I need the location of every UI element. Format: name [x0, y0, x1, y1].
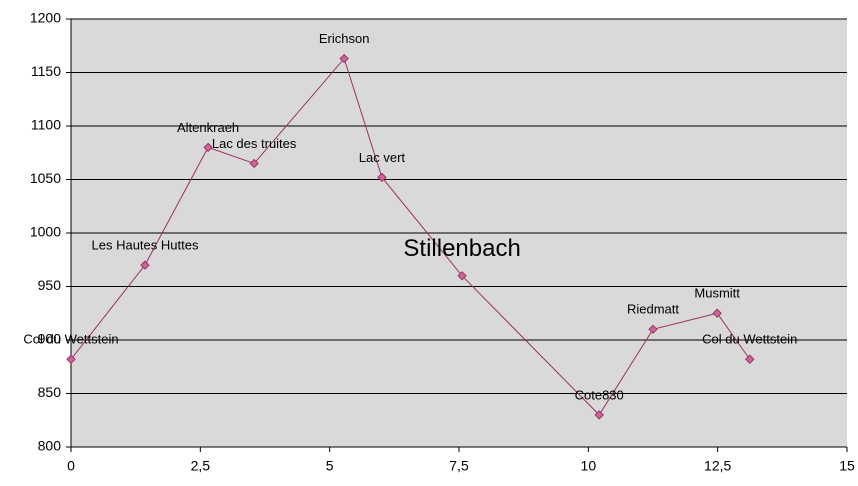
- point-label: Erichson: [319, 31, 370, 46]
- y-tick-label: 1150: [31, 63, 61, 79]
- point-label: Les Hautes Huttes: [92, 238, 199, 253]
- y-tick-label: 1000: [30, 224, 61, 240]
- y-tick-label: 1200: [30, 10, 61, 26]
- y-tick-label: 800: [38, 438, 62, 454]
- point-label: Col du Wettstein: [23, 332, 118, 347]
- x-tick-label: 5: [326, 458, 334, 474]
- point-label: Lac vert: [359, 150, 406, 165]
- point-label: Altenkraeh: [177, 120, 239, 135]
- y-tick-label: 1100: [31, 117, 61, 133]
- x-tick-label: 10: [581, 458, 597, 474]
- marker: [140, 260, 150, 270]
- y-tick-label: 950: [38, 277, 62, 293]
- point-label: Lac des truites: [212, 136, 297, 151]
- marker: [712, 308, 722, 318]
- marker: [249, 158, 259, 169]
- marker: [457, 271, 467, 281]
- marker: [339, 53, 349, 64]
- point-label: Musmitt: [694, 286, 740, 301]
- marker: [377, 172, 387, 183]
- marker: [648, 324, 658, 335]
- marker: [745, 354, 755, 364]
- x-tick-label: 0: [67, 458, 75, 474]
- marker: [594, 410, 604, 420]
- x-tick-label: 2,5: [191, 458, 211, 474]
- point-label: Col du Wettstein: [702, 332, 797, 347]
- marker: [66, 354, 76, 364]
- x-tick-label: 15: [839, 458, 855, 474]
- marker: [203, 142, 213, 153]
- x-tick-label: 7,5: [449, 458, 469, 474]
- point-label: Cote830: [575, 387, 624, 402]
- y-tick-label: 850: [38, 384, 62, 400]
- point-label: Riedmatt: [627, 302, 679, 317]
- y-tick-label: 900: [38, 331, 62, 347]
- x-tick-label: 12,5: [704, 458, 731, 474]
- y-tick-label: 1050: [30, 170, 61, 186]
- point-label: Stillenbach: [403, 235, 520, 262]
